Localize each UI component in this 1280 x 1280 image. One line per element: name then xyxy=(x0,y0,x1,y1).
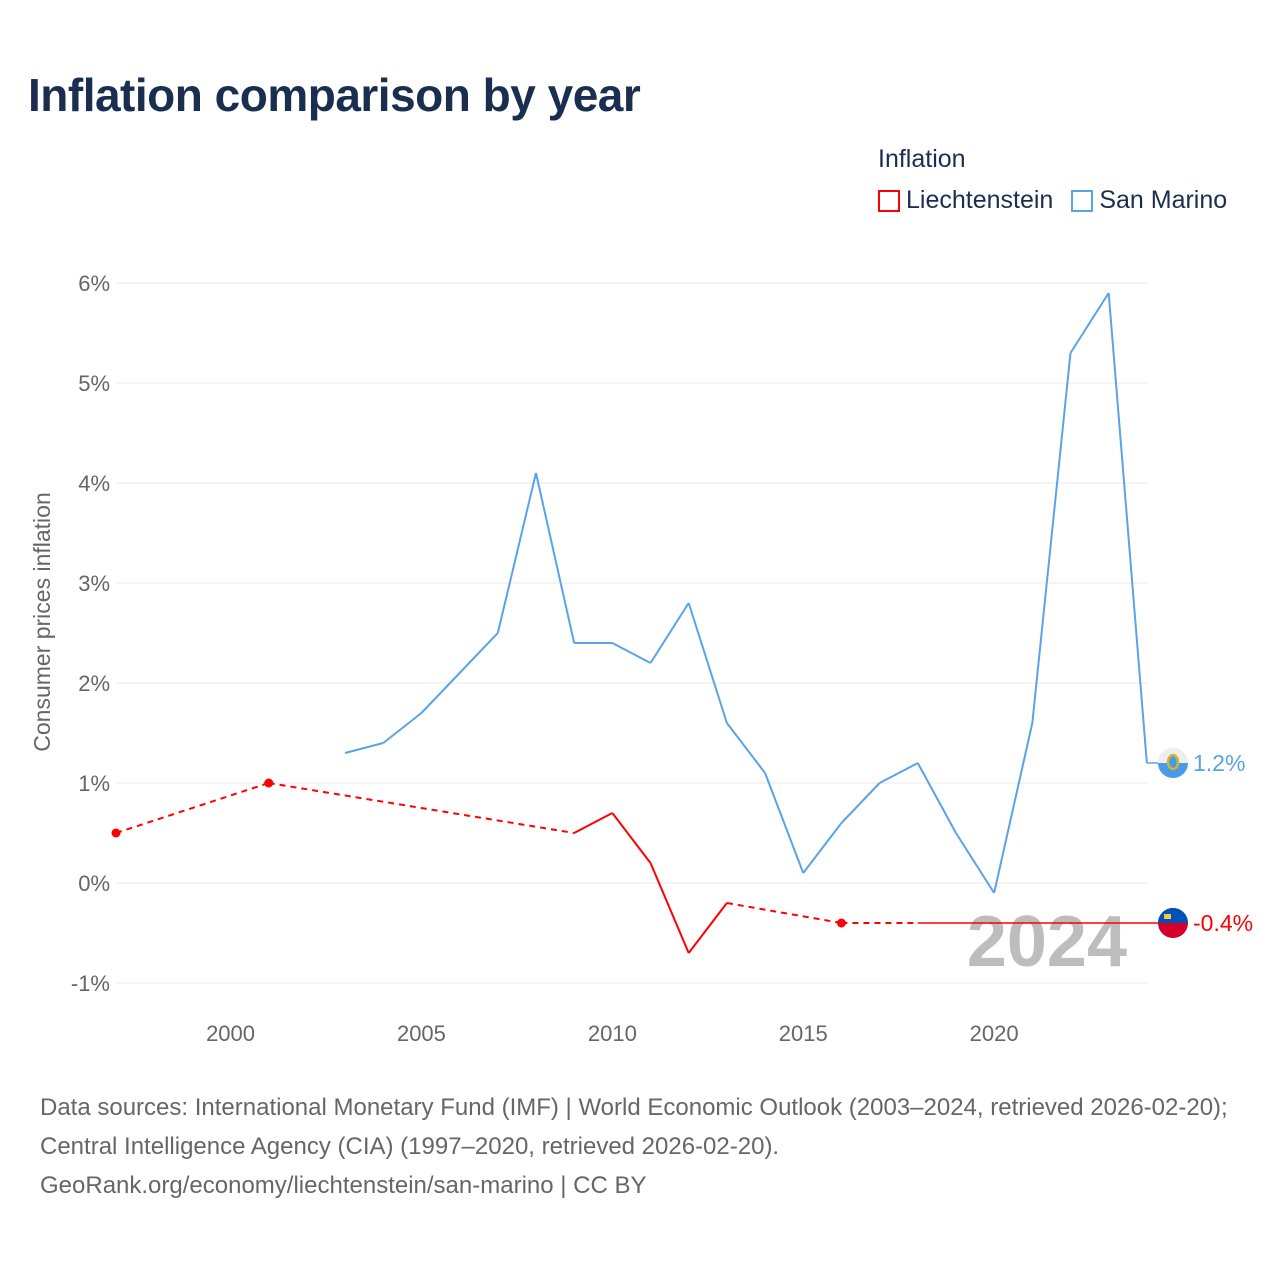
series-segment xyxy=(496,472,537,634)
series-segment xyxy=(802,822,843,874)
series-segment xyxy=(879,762,919,784)
flag-upper-half xyxy=(1158,908,1188,923)
y-tick-label: 3% xyxy=(78,571,110,596)
series-segment xyxy=(726,722,766,774)
x-tick-label: 2000 xyxy=(206,1021,255,1046)
series-segment xyxy=(687,902,728,954)
y-tick-label: 0% xyxy=(78,871,110,896)
series-segment xyxy=(535,472,576,644)
series-segment xyxy=(840,782,881,824)
series-segment xyxy=(916,762,957,834)
y-tick-label: 1% xyxy=(78,771,110,796)
legend: Liechtenstein San Marino xyxy=(878,186,1227,215)
series-segment xyxy=(573,812,613,834)
series-segment xyxy=(344,742,384,754)
y-tick-label: 4% xyxy=(78,471,110,496)
flag-crown xyxy=(1164,914,1171,919)
series-segment xyxy=(1031,352,1072,724)
y-axis-label: Consumer prices inflation xyxy=(29,492,55,752)
series-segment xyxy=(1107,292,1148,764)
series-segment xyxy=(1069,292,1110,354)
legend-swatch xyxy=(878,189,900,212)
end-value-label: -0.4% xyxy=(1193,910,1253,936)
line-chart: -1% 0% 1% 2% 3% 4% 5% 6% 2000 2005 2010 2015 2020 Con… xyxy=(29,271,1253,1046)
series-segment xyxy=(611,642,651,664)
y-tick-label: -1% xyxy=(71,971,110,996)
series-segment xyxy=(611,812,652,864)
chart-title: Inflation comparison by year xyxy=(28,69,641,121)
y-tick-label: 2% xyxy=(78,671,110,696)
series-segment xyxy=(726,902,842,924)
legend-item-san-marino[interactable]: San Marino xyxy=(1071,186,1227,215)
legend-title: Inflation xyxy=(878,145,966,173)
legend-label: San Marino xyxy=(1099,186,1228,214)
legend-swatch xyxy=(1071,189,1094,212)
end-value-label: 1.2% xyxy=(1193,750,1245,776)
y-tick-label: 6% xyxy=(78,271,110,296)
series-segment xyxy=(764,772,805,874)
x-tick-label: 2010 xyxy=(588,1021,637,1046)
footer: Data sources: International Monetary Fun… xyxy=(40,1088,1250,1205)
series-segment xyxy=(955,832,995,894)
legend-item-liechtenstein[interactable]: Liechtenstein xyxy=(878,186,1053,215)
series-segment xyxy=(115,782,270,834)
series-segment xyxy=(420,672,461,714)
x-tick-label: 2005 xyxy=(397,1021,446,1046)
series-segment xyxy=(687,602,728,724)
series-segment xyxy=(649,862,690,954)
data-point xyxy=(111,828,121,838)
series-segment xyxy=(993,722,1034,894)
attribution: GeoRank.org/economy/liechtenstein/san-ma… xyxy=(40,1172,647,1199)
year-watermark: 2024 xyxy=(967,902,1127,982)
data-sources: Data sources: International Monetary Fun… xyxy=(40,1094,1228,1160)
x-tick-label: 2015 xyxy=(779,1021,828,1046)
series-segment xyxy=(649,602,690,664)
flag-emblem xyxy=(1166,753,1180,771)
series-segment xyxy=(382,712,423,744)
y-tick-label: 5% xyxy=(78,371,110,396)
legend-label: Liechtenstein xyxy=(906,186,1054,214)
series-segment xyxy=(458,632,499,674)
flag-lower-half xyxy=(1158,763,1188,778)
series-segment xyxy=(268,782,575,834)
x-tick-label: 2020 xyxy=(970,1021,1019,1046)
data-point xyxy=(264,778,274,788)
